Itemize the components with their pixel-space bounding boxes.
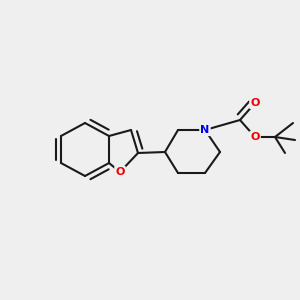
- Text: O: O: [250, 98, 260, 108]
- Text: O: O: [250, 132, 260, 142]
- Text: N: N: [200, 125, 210, 135]
- Text: O: O: [115, 167, 125, 177]
